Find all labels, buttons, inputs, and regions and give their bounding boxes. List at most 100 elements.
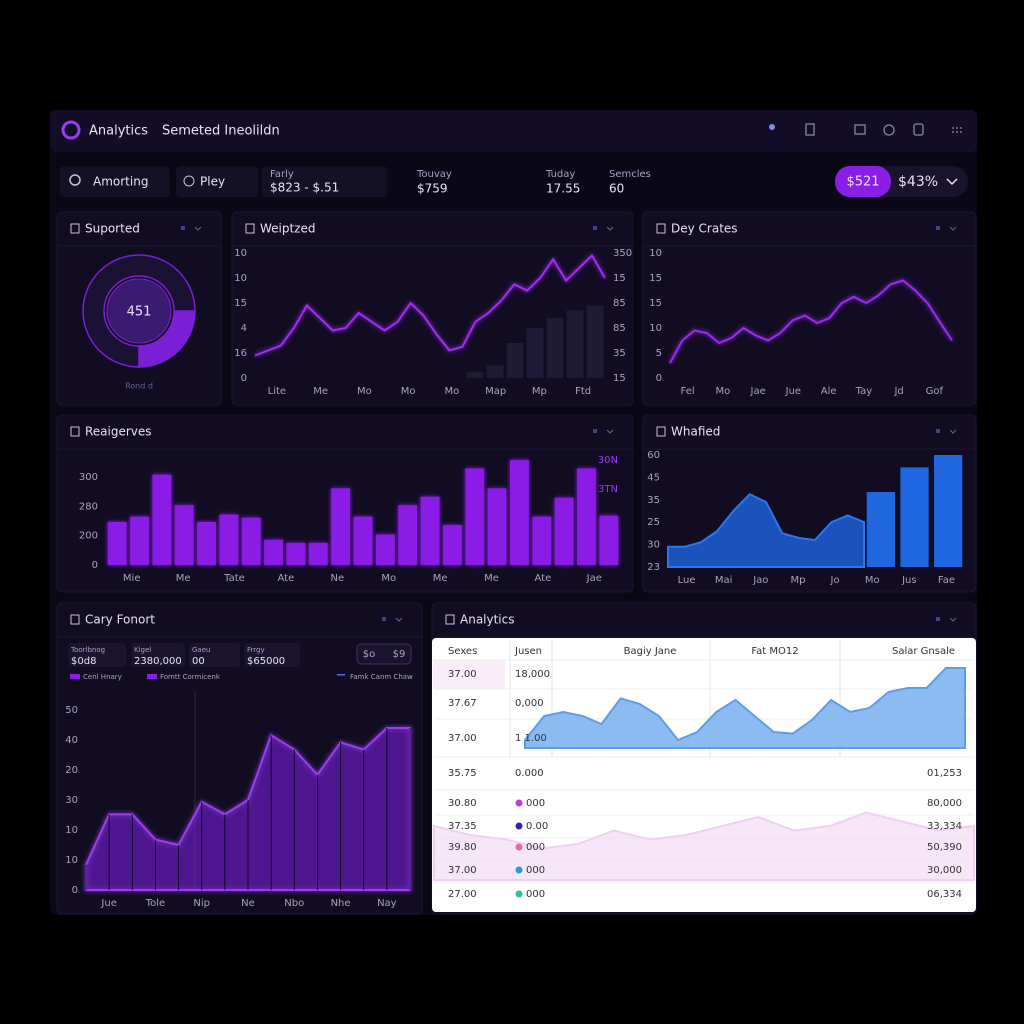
stat-label: Kigel xyxy=(134,646,151,654)
x-tick-label: Jao xyxy=(752,575,768,586)
panel-icon xyxy=(656,426,666,437)
y2-tick-label: 15 xyxy=(613,373,626,384)
panel-chevron xyxy=(606,429,614,434)
y-tick-label: 10 xyxy=(234,248,247,259)
bar xyxy=(420,496,440,565)
y-tick-label: 10 xyxy=(649,248,662,259)
cell: 37.00 xyxy=(448,733,477,744)
toggle-option[interactable]: $o xyxy=(363,649,375,660)
y-tick-label: 0 xyxy=(92,560,98,571)
x-tick-label: Jae xyxy=(586,573,602,584)
bar xyxy=(532,516,552,565)
y-tick-label: 25 xyxy=(647,517,660,528)
x-tick-label: Ate xyxy=(535,573,552,584)
bar xyxy=(566,310,584,378)
panel-title: Cary Fonort xyxy=(85,613,155,627)
bar xyxy=(466,371,484,378)
bar xyxy=(866,491,895,567)
x-tick-label: Me xyxy=(313,386,328,397)
cell: 30,000 xyxy=(927,865,962,876)
y-tick-label: 45 xyxy=(647,472,660,483)
y-tick-label: 0 xyxy=(656,373,662,384)
panel xyxy=(642,211,977,406)
panel-menu xyxy=(593,226,597,230)
bar xyxy=(152,474,172,565)
y-tick-label: 60 xyxy=(647,450,660,461)
column-header: Bagiy Jane xyxy=(624,646,677,657)
bar xyxy=(577,468,596,565)
search-box[interactable] xyxy=(60,166,170,197)
row-dot xyxy=(515,843,523,851)
panel-chevron xyxy=(194,226,202,231)
bar xyxy=(264,539,283,565)
y-tick-label: 15 xyxy=(649,273,662,284)
stat-label: Touvay xyxy=(416,169,452,180)
x-tick-label: Me xyxy=(484,573,499,584)
x-tick-label: Jo xyxy=(830,575,840,586)
window-icon[interactable] xyxy=(854,124,866,135)
x-tick-label: Jae xyxy=(750,386,766,397)
pill-active[interactable] xyxy=(835,166,891,197)
header-icons[interactable] xyxy=(769,123,962,136)
x-tick-label: Mp xyxy=(532,386,547,397)
cell: 01,253 xyxy=(927,768,962,779)
play-button[interactable] xyxy=(176,166,258,197)
x-tick-label: Me xyxy=(433,573,448,584)
toggle[interactable] xyxy=(356,643,412,665)
bell-icon[interactable] xyxy=(913,123,924,136)
x-tick-label: Ate xyxy=(278,573,295,584)
toggle-option[interactable]: $9 xyxy=(393,649,406,660)
pill-value[interactable]: $43% xyxy=(898,174,938,190)
y-tick-label: 50 xyxy=(65,705,78,716)
search-icon xyxy=(69,174,81,186)
bar xyxy=(510,460,529,565)
grid-icon[interactable] xyxy=(952,127,962,133)
x-tick-label: Ne xyxy=(241,898,255,909)
y-tick-label: 20 xyxy=(65,765,78,776)
donut-segment xyxy=(82,254,196,368)
bar xyxy=(219,514,239,565)
user-icon[interactable] xyxy=(769,124,775,130)
x-tick-label: Nbo xyxy=(284,898,304,909)
stat-box xyxy=(131,643,185,667)
panel-chevron xyxy=(949,226,957,231)
column-header: Salar Gnsale xyxy=(892,646,955,657)
cell: 27.00 xyxy=(448,889,477,900)
x-tick-label: Fae xyxy=(938,575,955,586)
y2-tick-label: 350 xyxy=(613,248,632,259)
area xyxy=(524,667,966,749)
panel-icon xyxy=(245,223,255,234)
bar xyxy=(174,505,194,565)
cell: 0.00 xyxy=(526,821,548,832)
logo xyxy=(61,120,81,140)
x-tick-label: Nip xyxy=(193,898,210,909)
search-text[interactable]: Amorting xyxy=(93,175,148,189)
cell: 37.67 xyxy=(448,698,477,709)
x-tick-label: Mo xyxy=(865,575,880,586)
cell: 0,000 xyxy=(515,698,544,709)
y-tick-label: 10 xyxy=(234,273,247,284)
bar xyxy=(197,521,216,565)
cell: 35.75 xyxy=(448,768,477,779)
panel-icon xyxy=(656,223,666,234)
doc-icon[interactable] xyxy=(805,123,815,136)
stat-label: Tuday xyxy=(545,169,575,180)
y-tick-label: 30 xyxy=(647,540,660,551)
pill-active-text[interactable]: $521 xyxy=(846,175,879,190)
cell: 50,390 xyxy=(927,842,962,853)
legend-swatch xyxy=(147,674,157,679)
y-tick-label: 4 xyxy=(241,323,247,334)
range-box[interactable] xyxy=(262,166,387,197)
panel-icon xyxy=(445,614,455,625)
play-button-text[interactable]: Pley xyxy=(200,175,225,189)
donut-caption: Rond d xyxy=(125,382,153,391)
x-tick-label: Ale xyxy=(821,386,837,397)
x-tick-label: Fel xyxy=(681,386,695,397)
clock-icon[interactable] xyxy=(883,124,895,136)
bar xyxy=(586,305,604,378)
bar xyxy=(375,534,395,565)
y-tick-label: 10 xyxy=(65,825,78,836)
y-tick-label: 0 xyxy=(72,885,78,896)
panel-chevron xyxy=(949,429,957,434)
